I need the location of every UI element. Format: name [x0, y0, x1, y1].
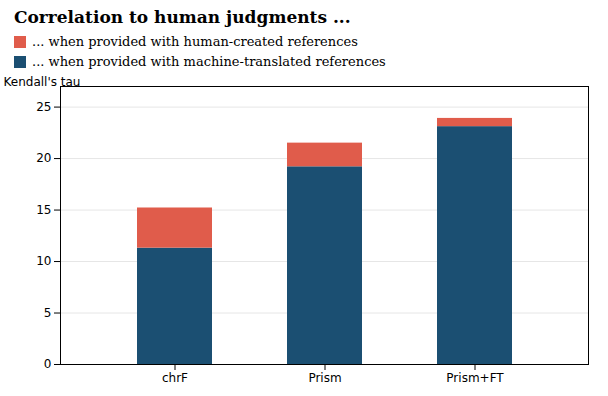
svg-text:15: 15 — [36, 203, 51, 217]
svg-text:25: 25 — [36, 100, 51, 114]
svg-text:Prism+FT: Prism+FT — [446, 371, 504, 385]
svg-text:0: 0 — [44, 357, 52, 371]
html-text:... when provided with human-c: ... when provided with human-created ref… — [32, 34, 358, 49]
svg-text:chrF: chrF — [162, 371, 188, 385]
svg-text:20: 20 — [36, 151, 51, 165]
svg-text:Prism: Prism — [308, 371, 341, 385]
svg-text:Kendall's tau: Kendall's tau — [3, 75, 81, 89]
svg-text:10: 10 — [36, 254, 51, 268]
html-text:Correlation to human judgments: Correlation to human judgments ... — [14, 7, 351, 27]
html-text:... when provided with machine: ... when provided with machine-translate… — [32, 54, 386, 69]
svg-text:5: 5 — [44, 306, 52, 320]
